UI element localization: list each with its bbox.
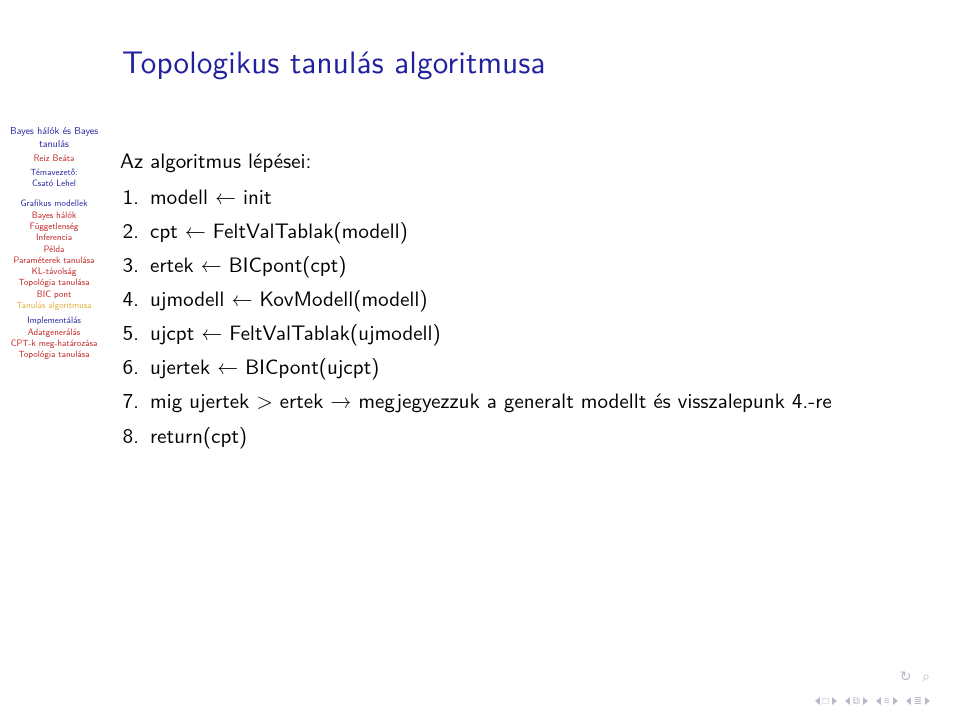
frame-icon: □	[820, 696, 832, 706]
step-8: return(cpt)	[146, 420, 920, 451]
nav-sec-grafikus[interactable]: Grafikus modellek	[4, 197, 104, 209]
step-7: mig ujertek > ertek → megjegyezzuk a gen…	[146, 385, 920, 416]
nav-group-frame[interactable]: □	[815, 696, 837, 706]
step-3: ertek ← BICpont(cpt)	[146, 249, 920, 280]
step-5: ujcpt ← FeltValTablak(ujmodell)	[146, 317, 920, 348]
nav-sub-tanulas-alg[interactable]: Tanulás algoritmusa	[4, 299, 104, 310]
step-1: modell ← init	[146, 181, 920, 212]
next-frame-icon[interactable]	[832, 697, 837, 705]
section-icon: ≡	[881, 696, 893, 706]
nav-sub-topologia1[interactable]: Topológia tanulása	[4, 276, 104, 287]
beamer-navbar: □ ⧉ ≡ ≣	[815, 696, 930, 706]
nav-group-section[interactable]: ≡	[876, 696, 898, 706]
next-subsection-icon[interactable]	[925, 697, 930, 705]
subframe-icon: ⧉	[850, 696, 863, 706]
sidebar-supervisor: Témavezető: Csató Lehel	[4, 166, 104, 189]
steps-list: modell ← init cpt ← FeltValTablak(modell…	[120, 181, 920, 451]
refresh-icon[interactable]: ↻ ⌕	[900, 666, 930, 686]
nav-group-subframe[interactable]: ⧉	[845, 696, 868, 706]
steps-heading: Az algoritmus lépései:	[120, 145, 920, 175]
sidebar: Bayes hálók és Bayes tanulás Reiz Beáta …	[0, 0, 108, 720]
main-content: Topologikus tanulás algoritmusa Az algor…	[108, 0, 960, 720]
step-4: ujmodell ← KovModell(modell)	[146, 283, 920, 314]
slide: Bayes hálók és Bayes tanulás Reiz Beáta …	[0, 0, 960, 720]
step-6: ujertek ← BICpont(ujcpt)	[146, 351, 920, 382]
supervisor-name: Csató Lehel	[32, 176, 76, 189]
subsection-icon: ≣	[911, 696, 925, 706]
next-section-icon[interactable]	[893, 697, 898, 705]
nav-sec-implementalas[interactable]: Implementálás	[4, 314, 104, 326]
sidebar-author: Reiz Beáta	[4, 152, 104, 164]
nav-sub-inferencia[interactable]: Inferencia	[4, 231, 104, 242]
refresh-glyph: ↻	[900, 666, 912, 686]
next-subframe-icon[interactable]	[863, 697, 868, 705]
nav-sub-topologia2[interactable]: Topológia tanulása	[4, 348, 104, 359]
page-title: Topologikus tanulás algoritmusa	[122, 37, 920, 83]
magnify-glyph: ⌕	[922, 666, 930, 686]
nav-group-subsection[interactable]: ≣	[906, 696, 930, 706]
sidebar-group-title: Bayes hálók és Bayes tanulás	[4, 125, 104, 150]
step-2: cpt ← FeltValTablak(modell)	[146, 215, 920, 246]
